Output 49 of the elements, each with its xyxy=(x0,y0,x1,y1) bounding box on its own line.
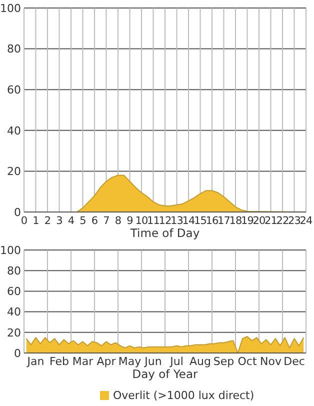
x-tick-label: 19 xyxy=(240,215,254,227)
y-tick-label: 40 xyxy=(7,124,21,138)
y-tick-label: 100 xyxy=(0,2,21,15)
x-tick-label: May xyxy=(118,355,142,368)
y-tick-label: 100 xyxy=(0,244,21,257)
y-tick-label: 60 xyxy=(7,83,21,96)
x-tick-label: Oct xyxy=(238,355,258,368)
legend-label: Overlit (>1000 lux direct) xyxy=(113,389,254,402)
x-tick-label: 18 xyxy=(229,215,242,227)
x-tick-label: 5 xyxy=(80,215,86,227)
x-tick-label: 6 xyxy=(91,215,98,227)
x-tick-label: 23 xyxy=(288,215,301,227)
x-tick-label: Feb xyxy=(50,355,69,368)
x-tick-label: 22 xyxy=(276,215,289,227)
x-tick-label: Apr xyxy=(96,355,116,368)
x-tick-label: Jul xyxy=(169,355,184,368)
x-tick-label: Nov xyxy=(260,355,282,368)
x-tick-label: 20 xyxy=(252,215,266,227)
y-tick-label: 20 xyxy=(7,326,21,340)
x-tick-label: 16 xyxy=(206,215,219,227)
y-tick-label: 80 xyxy=(7,264,21,278)
y-tick-label: 60 xyxy=(7,285,21,298)
x-tick-label: 8 xyxy=(114,215,122,227)
x-tick-label: 12 xyxy=(158,215,172,227)
x-tick-label: 14 xyxy=(182,215,196,227)
x-axis-title: Time of Day xyxy=(129,226,200,240)
x-tick-label: 21 xyxy=(264,215,278,227)
x-tick-label: Dec xyxy=(284,355,305,368)
y-tick-label: 40 xyxy=(7,306,21,319)
x-tick-label: 1 xyxy=(32,215,39,227)
y-tick-label: 80 xyxy=(7,42,21,56)
x-tick-label: 7 xyxy=(103,215,110,227)
x-axis-title: Day of Year xyxy=(132,367,198,381)
x-tick-label: 15 xyxy=(194,215,207,227)
x-tick-label: 13 xyxy=(170,215,184,227)
x-tick-label: 4 xyxy=(68,215,75,227)
x-tick-label: Jun xyxy=(144,355,162,368)
x-tick-label: Mar xyxy=(72,355,94,368)
x-tick-label: Aug xyxy=(190,355,211,368)
x-tick-label: Sep xyxy=(213,355,234,368)
x-tick-label: Jan xyxy=(26,355,44,368)
x-tick-label: 24 xyxy=(300,215,313,227)
x-tick-label: 10 xyxy=(135,215,148,227)
x-tick-label: 17 xyxy=(217,215,230,227)
x-tick-label: 2 xyxy=(44,215,51,227)
x-tick-label: 3 xyxy=(56,215,62,227)
y-tick-label: 20 xyxy=(7,165,21,178)
x-tick-label: 9 xyxy=(126,215,133,227)
x-tick-label: 11 xyxy=(146,215,160,227)
